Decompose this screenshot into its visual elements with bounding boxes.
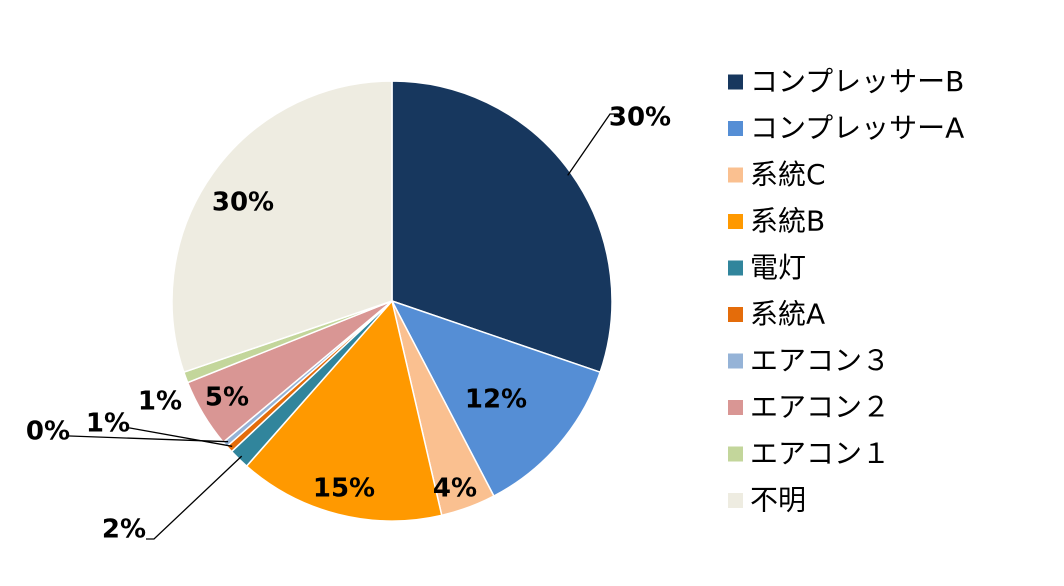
data-label-6: 1% [86, 409, 130, 439]
legend-label-1: コンプレッサーB [750, 65, 964, 98]
legend-swatch-6 [728, 307, 743, 322]
slice-1-b [391, 80, 613, 374]
legend-swatch-1 [728, 74, 743, 90]
data-label-5: 2% [102, 515, 146, 545]
data-label-10: 30% [212, 188, 274, 218]
legend-swatch-2 [728, 121, 743, 136]
slice-4-b [245, 299, 443, 522]
legend-swatch-3 [728, 167, 743, 183]
legend-label-2: コンプレッサーA [750, 112, 964, 145]
legend-swatch-5 [728, 260, 743, 276]
data-label-2: 12% [465, 385, 527, 415]
legend-swatch-10 [728, 493, 743, 508]
legend-label-7: エアコン３ [750, 344, 890, 377]
legend-label-9: エアコン１ [750, 437, 890, 470]
data-label-3: 4% [433, 474, 477, 504]
legend-label-3: 系統C [750, 158, 826, 191]
leader-line-7 [66, 435, 229, 443]
legend-swatch-7 [728, 353, 743, 369]
leader-line-5 [146, 455, 243, 540]
legend-swatch-4 [728, 214, 743, 229]
slice-10 [171, 80, 393, 374]
legend-swatch-8 [728, 400, 743, 415]
legend-label-4: 系統B [750, 205, 825, 238]
data-labels: 30% 12% 4% 15% 2% 1% 0% 5% 1% 30% [26, 103, 671, 545]
leader-lines [66, 113, 618, 540]
leader-line-1 [567, 113, 618, 176]
data-label-8: 5% [205, 383, 249, 413]
pie-slices [171, 80, 613, 522]
data-label-1: 30% [609, 103, 671, 133]
legend-label-10: 不明 [750, 484, 806, 517]
legend-swatch-9 [728, 446, 743, 462]
legend-label-5: 電灯 [750, 251, 806, 284]
legend-label-8: エアコン２ [750, 391, 890, 424]
legend-label-6: 系統A [750, 298, 825, 331]
slice-2-a [390, 299, 602, 498]
data-label-4: 15% [313, 474, 375, 504]
data-label-7: 0% [26, 417, 70, 447]
data-label-9: 1% [138, 387, 182, 417]
